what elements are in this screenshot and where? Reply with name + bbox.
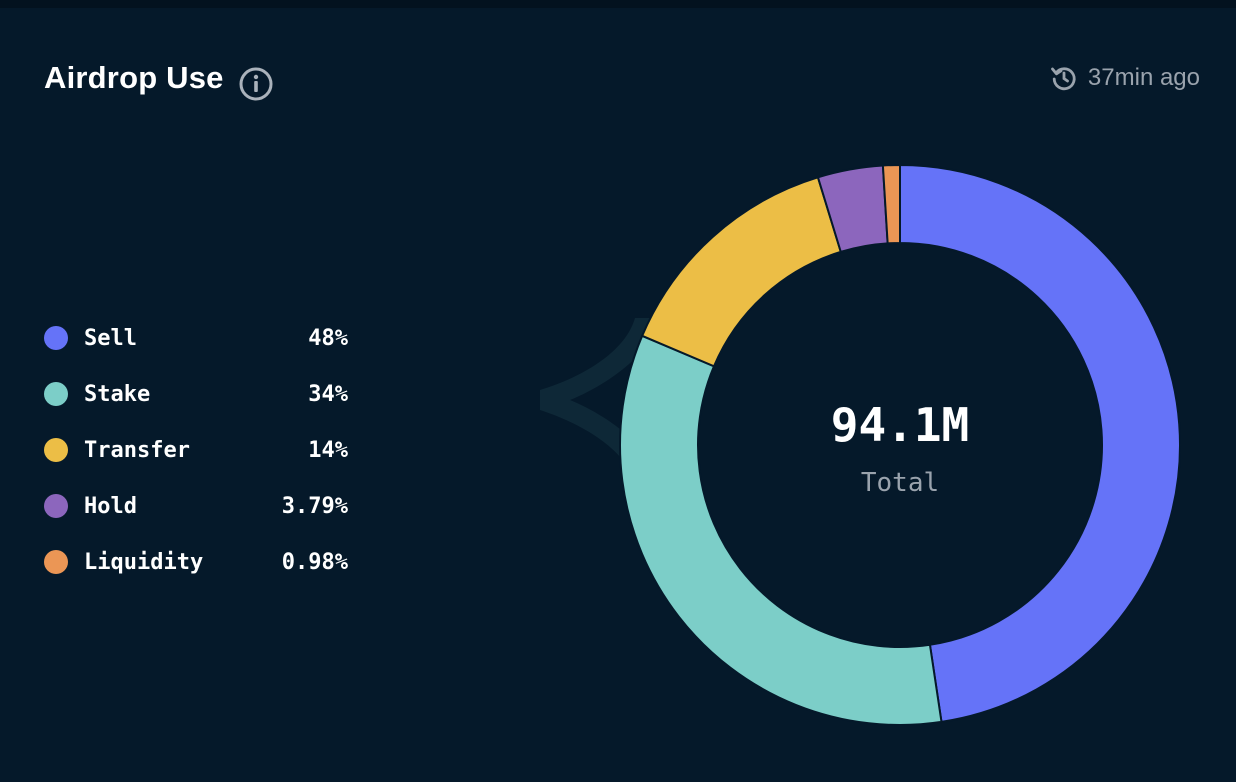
slice-transfer[interactable] [640, 176, 843, 368]
legend-label: Hold [84, 493, 137, 519]
legend-swatch [44, 326, 68, 350]
updated-text: 37min ago [1087, 64, 1200, 91]
legend-value: 14% [308, 437, 348, 463]
legend-swatch [44, 382, 68, 406]
legend-label: Liquidity [84, 549, 204, 575]
last-updated: 37min ago [1050, 64, 1200, 92]
legend-item-stake[interactable]: Stake 34% [44, 366, 348, 422]
legend-swatch [44, 550, 68, 574]
legend-swatch [44, 494, 68, 518]
legend-item-transfer[interactable]: Transfer 14% [44, 422, 348, 478]
legend-swatch [44, 438, 68, 462]
legend-item-sell[interactable]: Sell 48% [44, 310, 348, 366]
card-title: Airdrop Use [44, 60, 224, 95]
donut-chart [619, 163, 1182, 726]
total-value: 94.1M [830, 398, 970, 452]
legend-value: 34% [308, 381, 348, 407]
slice-liquidity[interactable] [881, 163, 901, 245]
legend-value: 3.79% [281, 493, 348, 519]
info-icon[interactable] [238, 66, 274, 102]
top-strip [0, 0, 1236, 8]
legend-label: Stake [84, 381, 151, 407]
chart-legend: Sell 48% Stake 34% Transfer 14% Hold 3.79% Liqui… [44, 310, 348, 590]
legend-item-hold[interactable]: Hold 3.79% [44, 478, 348, 534]
slice-stake[interactable] [619, 334, 943, 726]
legend-item-liquidity[interactable]: Liquidity 0.98% [44, 534, 348, 590]
legend-value: 0.98% [281, 549, 348, 575]
legend-label: Sell [84, 325, 137, 351]
legend-value: 48% [308, 325, 348, 351]
total-label: Total [860, 468, 940, 498]
slice-sell[interactable] [899, 163, 1182, 724]
legend-label: Transfer [84, 437, 190, 463]
clock-refresh-icon [1051, 67, 1076, 91]
